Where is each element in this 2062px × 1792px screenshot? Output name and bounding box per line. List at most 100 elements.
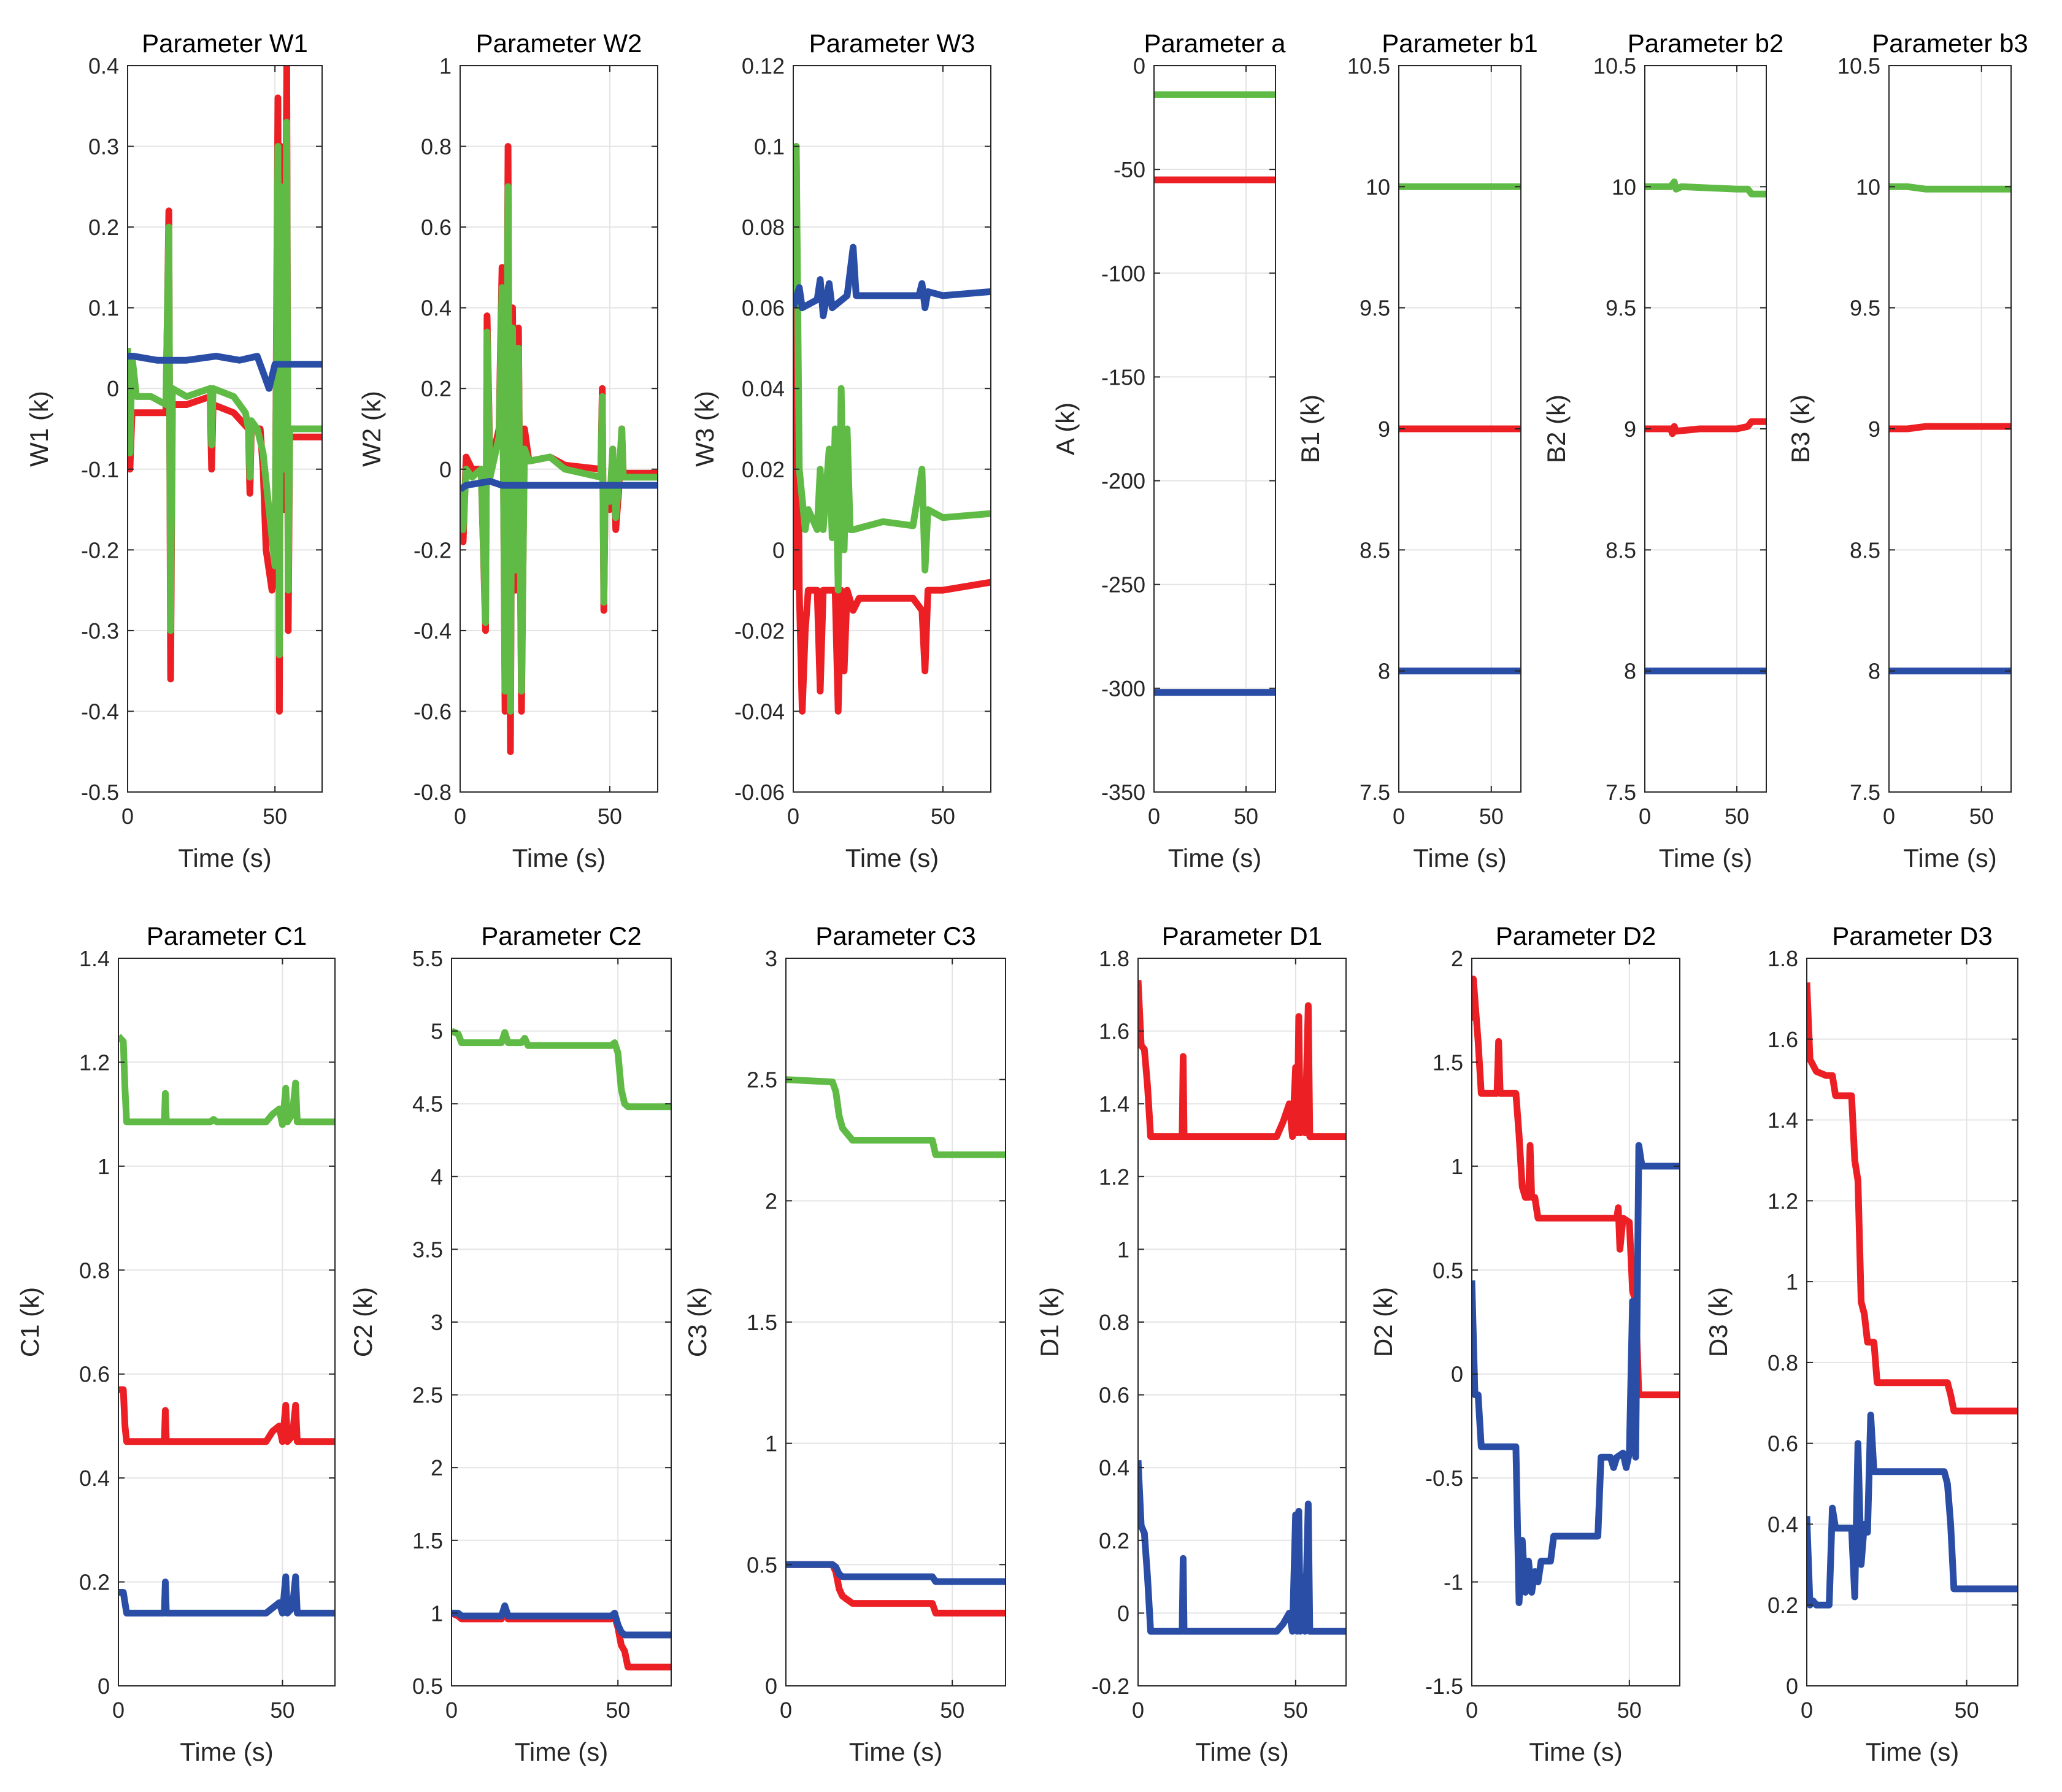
y-tick-label: -0.2 xyxy=(1091,1674,1129,1699)
chart-parameter-w3: -0.06 -0.04 -0.02 0 0.02 0.04 0.06 0.08 0.1 0.12 0… xyxy=(690,29,991,872)
chart-parameter-c2: 0.5 1 1.5 2 2.5 3 3.5 4 4.5 5 5.5 0 50 Parameter C2 Ti… xyxy=(348,921,672,1766)
series-group xyxy=(1399,183,1521,675)
series-line-red xyxy=(118,1386,335,1445)
y-tick-label: -300 xyxy=(1101,676,1145,701)
y-tick-label: 8.5 xyxy=(1606,537,1636,563)
y-tick-label: 4 xyxy=(431,1164,443,1190)
y-axis-label: B2 (k) xyxy=(1542,394,1571,463)
y-tick-label: 1.8 xyxy=(1768,946,1798,971)
x-tick-label: 50 xyxy=(263,804,287,829)
y-tick-label: 0.6 xyxy=(1768,1431,1798,1456)
series-line-green xyxy=(128,118,322,658)
chart-title: Parameter b1 xyxy=(1382,29,1537,58)
x-axis-label: Time (s) xyxy=(1168,844,1261,872)
y-tick-label: 1 xyxy=(765,1431,777,1456)
y-tick-label: 5.5 xyxy=(412,946,443,971)
chart-parameter-w2: -0.8 -0.6 -0.4 -0.2 0 0.2 0.4 0.6 0.8 1 0 50 Paramet… xyxy=(357,29,658,872)
y-tick-label: -100 xyxy=(1101,261,1145,286)
series-line-red xyxy=(1645,418,1766,437)
y-tick-label: -50 xyxy=(1114,157,1145,182)
series-line-blue xyxy=(118,1573,335,1617)
x-axis-label: Time (s) xyxy=(1529,1737,1622,1766)
series-line-green xyxy=(786,1076,1006,1158)
chart-title: Parameter W1 xyxy=(142,29,308,58)
y-tick-label: 1.4 xyxy=(79,946,110,971)
series-line-blue xyxy=(1138,1460,1346,1635)
y-axis-label: C2 (k) xyxy=(348,1287,377,1357)
y-tick-label: 1 xyxy=(439,53,452,79)
y-tick-label: -0.8 xyxy=(414,780,452,805)
series-line-green xyxy=(452,1028,671,1110)
y-tick-label: -250 xyxy=(1101,572,1145,598)
y-axis-label: B3 (k) xyxy=(1786,394,1815,463)
x-axis-label: Time (s) xyxy=(1866,1737,1959,1766)
y-tick-label: 9 xyxy=(1378,417,1390,442)
y-tick-label: 0 xyxy=(772,537,785,563)
y-axis-label: W3 (k) xyxy=(690,391,719,467)
y-tick-label: 0.4 xyxy=(1099,1455,1129,1480)
x-axis-label: Time (s) xyxy=(849,1737,942,1766)
y-tick-label: 7.5 xyxy=(1360,780,1390,805)
y-tick-label: 10.5 xyxy=(1837,53,1880,79)
y-tick-label: 0 xyxy=(439,457,452,482)
y-tick-label: 0.2 xyxy=(79,1570,110,1595)
x-tick-label: 50 xyxy=(1234,804,1258,829)
y-tick-label: 3.5 xyxy=(412,1237,443,1262)
y-tick-label: 0.2 xyxy=(421,376,452,401)
y-tick-label: 10 xyxy=(1366,174,1390,199)
y-tick-label: 0 xyxy=(1117,1601,1129,1626)
x-tick-label: 0 xyxy=(112,1698,125,1723)
y-tick-label: -350 xyxy=(1101,780,1145,805)
series-line-red xyxy=(1138,980,1346,1140)
series-line-green xyxy=(1889,183,2011,193)
y-tick-label: 0.2 xyxy=(88,215,119,240)
chart-parameter-b2: 7.5 8 8.5 9 9.5 10 10.5 0 50 Parameter b2 Time (s)… xyxy=(1542,29,1783,872)
y-tick-label: 0.12 xyxy=(742,53,785,79)
y-tick-label: -0.5 xyxy=(81,780,119,805)
series-group xyxy=(1138,980,1346,1635)
y-axis-label: B1 (k) xyxy=(1296,394,1325,463)
y-tick-label: 7.5 xyxy=(1850,780,1880,805)
y-tick-label: 1.5 xyxy=(747,1310,777,1335)
x-axis-label: Time (s) xyxy=(845,844,939,872)
y-tick-label: 2 xyxy=(1451,946,1463,971)
y-tick-label: 1.6 xyxy=(1099,1019,1129,1044)
y-tick-label: 5 xyxy=(431,1019,443,1044)
chart-parameter-c1: 0 0.2 0.4 0.6 0.8 1 1.2 1.4 0 50 Parameter C1 Time … xyxy=(15,921,336,1766)
series-group xyxy=(452,1028,671,1671)
x-tick-label: 50 xyxy=(1969,804,1994,829)
x-tick-label: 0 xyxy=(1639,804,1651,829)
chart-title: Parameter W3 xyxy=(809,29,975,58)
y-tick-label: 9.5 xyxy=(1606,296,1636,321)
chart-parameter-d2: -1.5 -1 -0.5 0 0.5 1 1.5 2 0 50 Parameter D2 Time (… xyxy=(1369,921,1680,1766)
y-tick-label: 10.5 xyxy=(1593,53,1636,79)
x-tick-label: 0 xyxy=(454,804,466,829)
axes-frame xyxy=(460,65,658,793)
chart-title: Parameter D1 xyxy=(1162,921,1322,950)
y-tick-label: 7.5 xyxy=(1606,780,1636,805)
y-axis-label: W2 (k) xyxy=(357,391,386,467)
series-group xyxy=(1154,91,1275,696)
y-tick-label: 1 xyxy=(1451,1154,1463,1179)
y-tick-label: 1.2 xyxy=(1768,1188,1798,1213)
y-axis-label: C1 (k) xyxy=(15,1287,44,1357)
series-line-blue xyxy=(786,1561,1006,1585)
y-tick-label: 1 xyxy=(1786,1269,1798,1294)
x-tick-label: 0 xyxy=(1148,804,1160,829)
y-tick-label: 0.8 xyxy=(79,1258,110,1283)
x-tick-label: 0 xyxy=(1393,804,1405,829)
y-tick-label: 0.4 xyxy=(421,296,452,321)
y-tick-label: 0.5 xyxy=(412,1674,443,1699)
series-line-green xyxy=(460,183,658,715)
series-group xyxy=(1472,975,1680,1606)
y-tick-label: 0.1 xyxy=(88,296,119,321)
series-group xyxy=(128,66,322,715)
y-tick-label: 1.5 xyxy=(1433,1050,1463,1075)
x-tick-label: 50 xyxy=(598,804,622,829)
series-line-blue xyxy=(452,1602,671,1639)
y-tick-label: 0.3 xyxy=(88,134,119,160)
x-tick-label: 50 xyxy=(1479,804,1504,829)
y-tick-label: -0.06 xyxy=(734,780,785,805)
y-tick-label: 1 xyxy=(1117,1237,1129,1262)
